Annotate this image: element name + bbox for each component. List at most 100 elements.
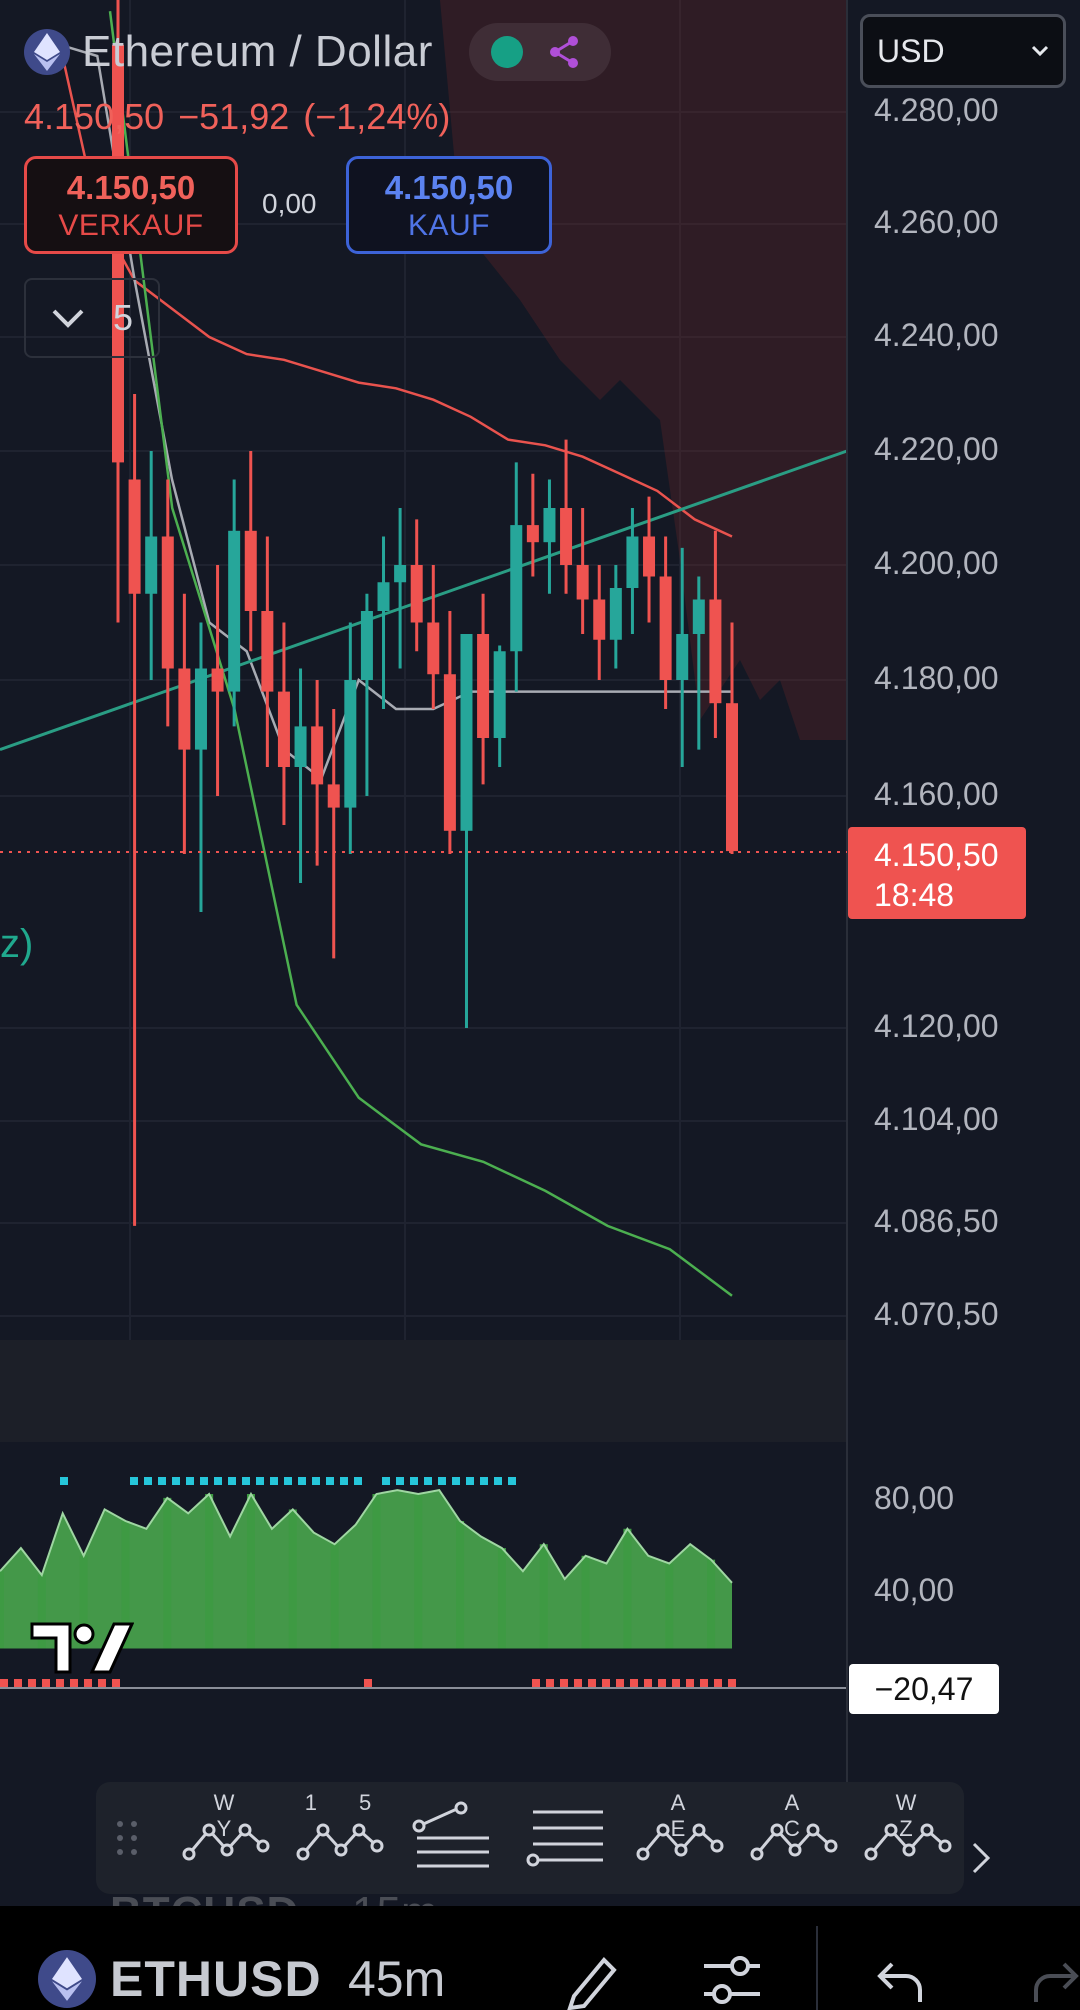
candle[interactable] [410,519,423,652]
tradingview-logo-icon [30,1622,134,1674]
pattern-15-button[interactable]: 1 5 [290,1790,390,1886]
osc-signal-dot [228,1477,236,1485]
candle[interactable] [145,451,158,680]
candle[interactable] [128,394,141,1226]
osc-signal-dot [354,1477,362,1485]
sell-button[interactable]: 4.150,50 VERKAUF [24,156,238,254]
gray-line-line [59,43,732,781]
symbol-header[interactable]: Ethereum / Dollar [24,22,611,82]
candle[interactable] [576,508,589,634]
candle[interactable] [277,622,290,826]
candle[interactable] [477,593,490,785]
osc-signal-dot [630,1679,638,1687]
candle[interactable] [244,451,257,652]
candle[interactable] [510,462,523,692]
osc-signal-dot [396,1477,404,1485]
oscillator-bar [372,1494,381,1649]
pattern-15-icon [296,1823,384,1861]
candle[interactable] [327,709,340,959]
bar-countdown: 18:48 [874,877,955,913]
osc-signal-dot [588,1679,596,1687]
candle[interactable] [228,479,241,727]
toolbar-expand-icon[interactable] [962,1838,996,1878]
candle[interactable] [427,565,440,709]
osc-signal-dot [242,1477,250,1485]
candle[interactable] [443,611,456,854]
osc-signal-dot [700,1679,708,1687]
osc-signal-dot [672,1679,680,1687]
osc-signal-dot [84,1679,92,1687]
candle[interactable] [692,576,705,750]
buy-label: KAUF [407,209,490,242]
share-icon[interactable] [545,33,583,71]
candle[interactable] [709,530,722,738]
osc-signal-dot [424,1477,432,1485]
osc-axis-label: 80,00 [874,1480,955,1516]
candle[interactable] [360,593,373,796]
oscillator-bar [707,1559,716,1649]
candle[interactable] [543,479,556,594]
oscillator-bar [497,1548,506,1649]
currency-select[interactable]: USD [860,14,1066,88]
oscillator-area [0,1490,732,1649]
market-open-dot-icon [490,36,523,68]
candle[interactable] [211,565,224,796]
pattern-ac-button[interactable]: A C [744,1790,844,1886]
candle[interactable] [593,565,606,680]
candle[interactable] [311,680,324,866]
ethereum-logo-icon[interactable] [38,1950,96,2008]
ethereum-logo-icon [24,29,70,75]
candle[interactable] [609,565,622,669]
osc-signal-dot [466,1477,474,1485]
candle[interactable] [526,473,539,577]
indicators-toggle-button[interactable]: 5 [24,278,160,358]
buy-button[interactable]: 4.150,50 KAUF [346,156,552,254]
candle[interactable] [560,439,573,594]
redo-icon[interactable] [1030,1958,1080,2004]
candle[interactable] [161,479,174,727]
osc-signal-dot [214,1477,222,1485]
osc-signal-dot [298,1477,306,1485]
pattern-wz-button[interactable]: W Z [858,1790,958,1886]
candle[interactable] [626,508,639,634]
candle[interactable] [294,668,307,884]
last-price-tag: 4.150,50 18:48 [848,827,1026,919]
current-symbol[interactable]: ETHUSD [110,1951,322,2007]
candle[interactable] [460,634,473,1028]
fib-levels-button[interactable] [404,1790,504,1886]
osc-signal-dot [438,1477,446,1485]
pencil-icon[interactable] [560,1946,620,2010]
osc-signal-dot [616,1679,624,1687]
osc-signal-dot [70,1679,78,1687]
tool-letters: A C [784,1790,818,1841]
candle[interactable] [643,496,656,623]
current-interval[interactable]: 45m [348,1951,446,2007]
osc-signal-dot [56,1679,64,1687]
sliders-icon[interactable] [700,1950,764,2010]
candle[interactable] [194,622,207,913]
horizontal-lines-button[interactable] [516,1790,616,1886]
candle[interactable] [377,536,390,710]
pattern-ae-button[interactable]: A E [630,1790,730,1886]
osc-signal-dot [144,1477,152,1485]
candle[interactable] [726,622,738,855]
candle[interactable] [493,645,506,768]
oscillator-bar [623,1528,632,1649]
oscillator-bar [37,1575,46,1649]
pattern-ae-icon [636,1823,724,1861]
oscillator-bar [539,1544,548,1649]
last-price-value: 4.150,50 [874,837,999,873]
candle[interactable] [178,593,191,854]
candle[interactable] [261,536,274,768]
candle[interactable] [344,622,357,855]
osc-signal-dot [546,1679,554,1687]
undo-icon[interactable] [876,1958,926,2004]
candle[interactable] [659,536,672,710]
pattern-wy-button[interactable]: W Y [176,1790,276,1886]
candle[interactable] [676,547,689,767]
osc-signal-dot [98,1679,106,1687]
status-pill[interactable] [468,23,611,81]
buy-price: 4.150,50 [384,169,514,206]
drag-handle-icon[interactable] [114,1818,142,1858]
candle[interactable] [394,508,407,669]
